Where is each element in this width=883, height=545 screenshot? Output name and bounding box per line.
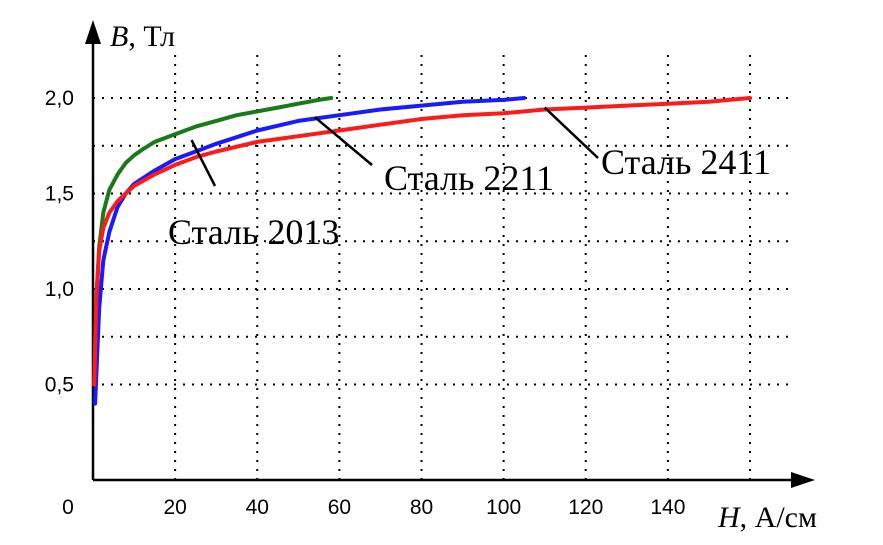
series [92, 96, 752, 406]
annotation-label-0: Сталь 2013 [168, 212, 339, 252]
x-tick-label-1: 20 [163, 496, 186, 519]
annotation-label-2: Сталь 2411 [601, 142, 771, 182]
y-tick-label-2: 1,5 [45, 183, 74, 206]
x-tick-label-3: 60 [328, 496, 351, 519]
x-tick-label-0: 0 [62, 496, 74, 519]
annotation-leader-2 [543, 106, 599, 159]
x-tick-label-5: 100 [486, 496, 521, 519]
x-axis-arrow [791, 472, 815, 488]
x-axis-title: H, А/см [717, 501, 817, 534]
annotation-leader-0 [190, 139, 217, 187]
x-axis-var: H [717, 501, 742, 534]
axes [85, 20, 815, 488]
y-axis-arrow [85, 20, 101, 44]
tick-labels: 0 20 40 60 80 100 120 140 0,5 1,0 1,5 2,0 [45, 87, 686, 519]
y-tick-label-3: 2,0 [45, 87, 74, 110]
x-tick-label-2: 40 [246, 496, 269, 519]
series-line-1 [93, 96, 527, 406]
y-axis-title: B, Тл [110, 20, 175, 53]
annotation-leader-1 [313, 116, 373, 166]
y-tick-label-0: 0,5 [45, 374, 74, 397]
y-tick-label-1: 1,0 [45, 278, 74, 301]
x-tick-label-7: 140 [650, 496, 685, 519]
series-line-2 [92, 96, 752, 387]
annotation-label-1: Сталь 2211 [384, 158, 554, 198]
x-axis-unit: , А/см [740, 501, 817, 534]
x-tick-label-4: 80 [410, 496, 433, 519]
series-line-0 [92, 96, 334, 387]
y-axis-unit: , Тл [128, 20, 175, 53]
y-axis-var: B [110, 20, 128, 53]
x-tick-label-6: 120 [568, 496, 603, 519]
annotations: Сталь 2013 Сталь 2211 Сталь 2411 [168, 106, 771, 252]
